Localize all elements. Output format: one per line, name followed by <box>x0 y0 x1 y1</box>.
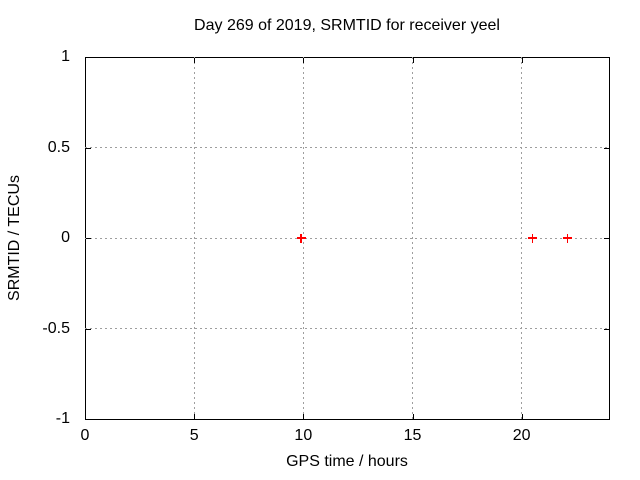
x-tick-mark-top <box>412 58 414 63</box>
x-tick-label: 5 <box>189 427 199 444</box>
y-tick-mark-left <box>86 147 91 149</box>
y-tick-mark-left <box>86 57 91 58</box>
grid-line-horizontal <box>85 328 609 329</box>
chart-title: Day 269 of 2019, SRMTID for receiver yee… <box>194 17 500 34</box>
data-point-marker <box>296 233 306 243</box>
x-tick-mark-bottom <box>412 414 414 419</box>
y-tick-mark-right <box>604 238 609 239</box>
y-tick-mark-right <box>604 328 609 330</box>
x-tick-mark-bottom <box>85 414 86 419</box>
y-tick-mark-right <box>604 147 609 149</box>
x-tick-mark-top <box>194 58 196 63</box>
y-tick-mark-left <box>86 328 91 330</box>
grid-line-horizontal <box>85 147 609 148</box>
x-tick-mark-top <box>85 58 86 63</box>
marker-vertical-stroke <box>566 233 569 243</box>
plot-area <box>85 57 610 420</box>
y-tick-label: -0.5 <box>42 319 70 337</box>
y-tick-label: -1 <box>55 410 70 427</box>
x-tick-mark-bottom <box>194 414 196 419</box>
x-tick-label: 20 <box>512 427 531 444</box>
x-tick-mark-bottom <box>521 414 523 419</box>
y-tick-mark-left <box>86 238 91 239</box>
data-point-marker <box>528 233 538 243</box>
x-tick-mark-top <box>521 58 523 63</box>
marker-vertical-stroke <box>300 233 302 243</box>
x-tick-label: 15 <box>403 427 422 444</box>
y-tick-mark-left <box>86 419 91 420</box>
marker-vertical-stroke <box>531 233 534 243</box>
x-axis-label: GPS time / hours <box>286 453 408 470</box>
y-tick-label: 0.5 <box>47 138 70 156</box>
y-tick-mark-right <box>604 57 609 58</box>
x-tick-label: 10 <box>294 427 313 444</box>
data-point-marker <box>563 233 573 243</box>
x-tick-label: 0 <box>80 427 90 444</box>
x-tick-mark-bottom <box>303 414 305 419</box>
y-tick-label: 1 <box>61 48 70 65</box>
y-tick-label: 0 <box>61 229 70 246</box>
y-tick-mark-right <box>604 419 609 420</box>
grid-line-horizontal <box>85 237 609 239</box>
x-tick-mark-top <box>303 58 305 63</box>
